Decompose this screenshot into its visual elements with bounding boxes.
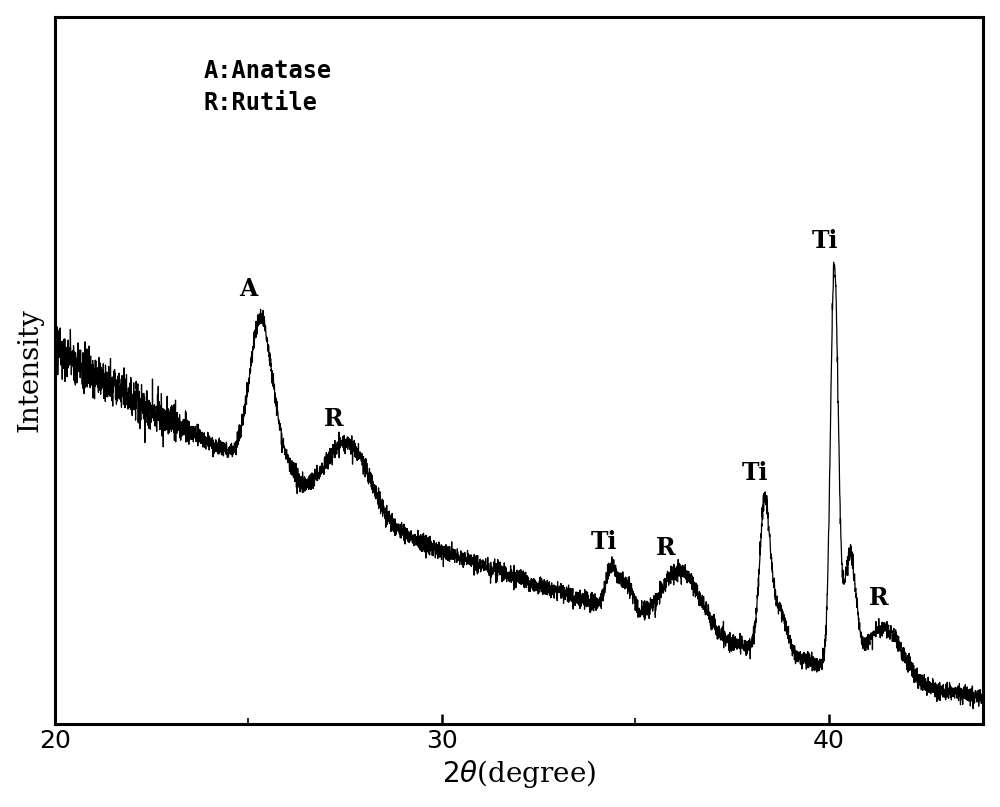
Text: R: R [869,586,889,610]
Text: R: R [656,536,676,560]
Text: Ti: Ti [591,529,617,554]
Text: Ti: Ti [811,229,838,253]
Text: Ti: Ti [742,461,768,485]
Text: R: R [324,407,343,431]
Text: A: A [239,277,257,301]
X-axis label: $2\theta$(degree): $2\theta$(degree) [442,759,596,790]
Text: A:Anatase
R:Rutile: A:Anatase R:Rutile [203,59,332,115]
Y-axis label: Intensity: Intensity [17,308,44,433]
